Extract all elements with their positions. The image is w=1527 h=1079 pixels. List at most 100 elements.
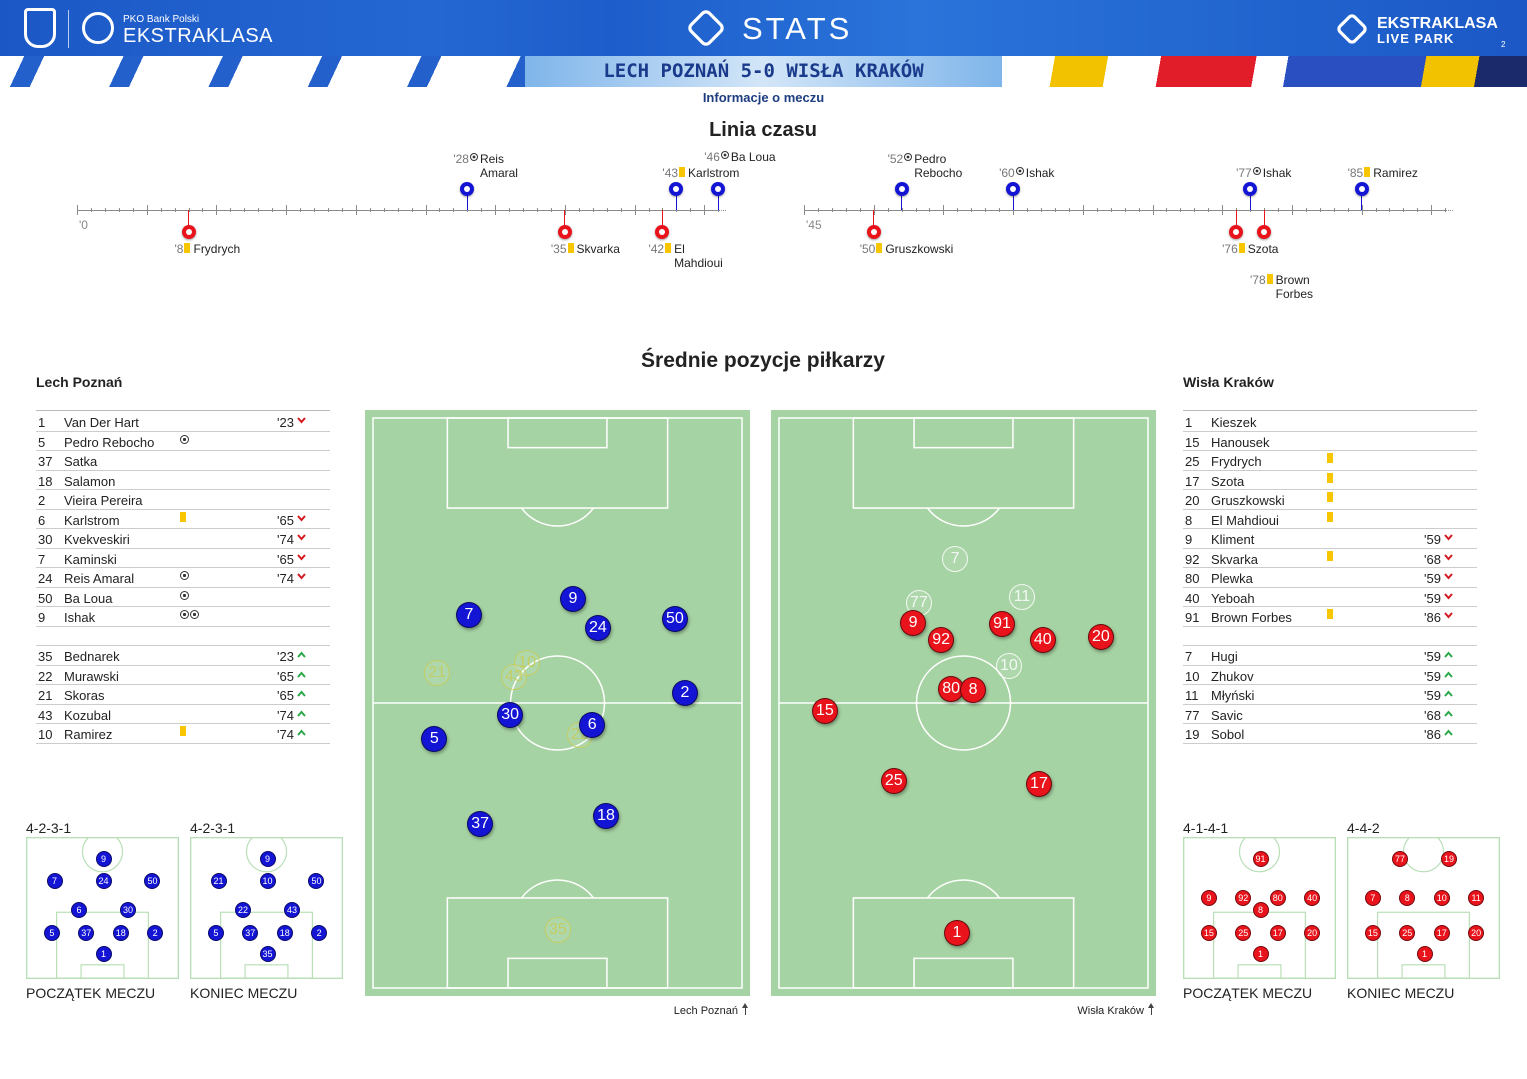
center-circle (1402, 836, 1444, 872)
timeline-tick (174, 208, 176, 212)
mini-player-dot: 9 (259, 851, 276, 868)
sub-arrow (1444, 651, 1453, 658)
event-stem (1012, 189, 1014, 210)
player-dot: 5 (421, 725, 448, 752)
player-number: 77 (1185, 707, 1200, 723)
timeline-tick (1222, 205, 1224, 215)
event-pin-dot (561, 229, 568, 235)
event-stem (873, 210, 875, 232)
sub-arrow-box (1444, 670, 1453, 678)
event-pin (711, 182, 726, 196)
lineup-row: 1 Van Der Hart '23 (36, 412, 330, 432)
penalty-box (55, 911, 149, 979)
timeline-tick (495, 205, 497, 215)
table-sub-line (1183, 645, 1477, 646)
event-stem (1235, 210, 1237, 232)
goal-icon (180, 571, 189, 580)
sub-minute: '65 (277, 668, 294, 684)
sub-arrow (297, 670, 306, 678)
sub-minute: '65 (277, 551, 294, 567)
timeline-tick (286, 205, 288, 215)
sub-arrow-box (1444, 690, 1453, 697)
penalty-box (219, 911, 313, 979)
event-stem (901, 189, 903, 210)
card-icon (180, 511, 186, 522)
timeline-tick (1208, 208, 1210, 212)
card-icon (1327, 609, 1333, 619)
event-label: '46 Ba Loua (704, 150, 775, 164)
sub-arrow-line (1444, 670, 1453, 678)
mini-player-dot: 20 (1304, 925, 1321, 942)
lineup-row: 10 Ramirez '74 (36, 724, 330, 744)
goal-icon (180, 590, 189, 600)
formation-caption: POCZĄTEK MECZU (26, 985, 156, 1001)
mini-player-dot: 1 (1416, 946, 1433, 963)
brand-name: EKSTRAKLASA (1377, 15, 1498, 32)
event-pin-dot (185, 229, 192, 235)
sub-arrow-line (1444, 729, 1453, 736)
event-minute: '76 (1222, 242, 1238, 256)
player-name: Frydrych (1211, 454, 1262, 469)
lineup-row: 77 Savic '68 (1183, 705, 1477, 724)
card-icon (1327, 453, 1333, 463)
sub-minute: '68 (1424, 551, 1441, 567)
sub-arrow (297, 651, 306, 658)
sub-minute: '86 (1424, 610, 1441, 625)
goal-box (1400, 963, 1446, 979)
pko-logo (24, 8, 56, 48)
player-number: 91 (1185, 610, 1200, 625)
mini-player-dot: 17 (1269, 925, 1286, 942)
event-player: Szota (1247, 242, 1279, 256)
sub-minute: '59 (1424, 668, 1441, 684)
event-label: '50 Gruszkowski (860, 242, 954, 256)
event-label: '78 Brown Forbes (1250, 273, 1334, 301)
center-circle (245, 836, 287, 872)
lineup-row: 22 Murawski '65 (36, 666, 330, 685)
mini-player-dot: 37 (242, 925, 259, 942)
event-icon (1238, 243, 1245, 253)
event-pin (894, 182, 909, 196)
event-icon (184, 243, 191, 253)
timeline-tick (606, 208, 608, 212)
sub-arrow-box (1444, 534, 1453, 541)
player-number: 7 (38, 551, 46, 567)
page-number: 2 (1501, 40, 1506, 49)
sub-arrow-box (297, 514, 306, 522)
mini-player-dot: 2 (311, 925, 328, 942)
event-stem (675, 189, 677, 210)
event-pin-dot (715, 186, 722, 192)
timeline-tick (985, 208, 987, 212)
sub-minute: '65 (277, 512, 294, 528)
player-name: Yeboah (1211, 590, 1255, 606)
timeline-tick (634, 205, 636, 215)
event-player: Ba Loua (730, 150, 776, 164)
player-number: 11 (1185, 688, 1199, 703)
goal-box (243, 963, 289, 979)
sub-arrow-line (297, 514, 306, 522)
timeline-tick (662, 208, 664, 212)
player-dot: 30 (497, 701, 524, 728)
event-player: Reis Amaral (479, 152, 518, 180)
mini-player-dot: 8 (1399, 889, 1416, 906)
lineup-row: 50 Ba Loua (36, 588, 330, 607)
sub-minute: '59 (1424, 688, 1441, 703)
event-pin-dot (1233, 229, 1240, 235)
player-number: 80 (1185, 571, 1200, 586)
event-icon (665, 243, 672, 253)
penalty-box (1212, 911, 1306, 979)
mini-lines (189, 836, 343, 979)
timeline-tick (1138, 208, 1140, 212)
sub-arrow-line (297, 709, 306, 717)
event-icon (876, 243, 883, 253)
event-pin (181, 225, 196, 239)
formation-label: 4-1-4-1 (1183, 820, 1229, 836)
sub-arrow-line (297, 670, 306, 678)
player-number: 19 (1185, 727, 1200, 742)
mini-player-dot: 30 (119, 902, 136, 919)
event-label: '43 Karlstrom (662, 166, 739, 180)
timeline-tick (216, 205, 218, 215)
lineup-row: 91 Brown Forbes '86 (1183, 607, 1477, 627)
sub-arrow (1444, 553, 1453, 561)
timeline-tick (1403, 208, 1405, 212)
divider (68, 10, 69, 48)
